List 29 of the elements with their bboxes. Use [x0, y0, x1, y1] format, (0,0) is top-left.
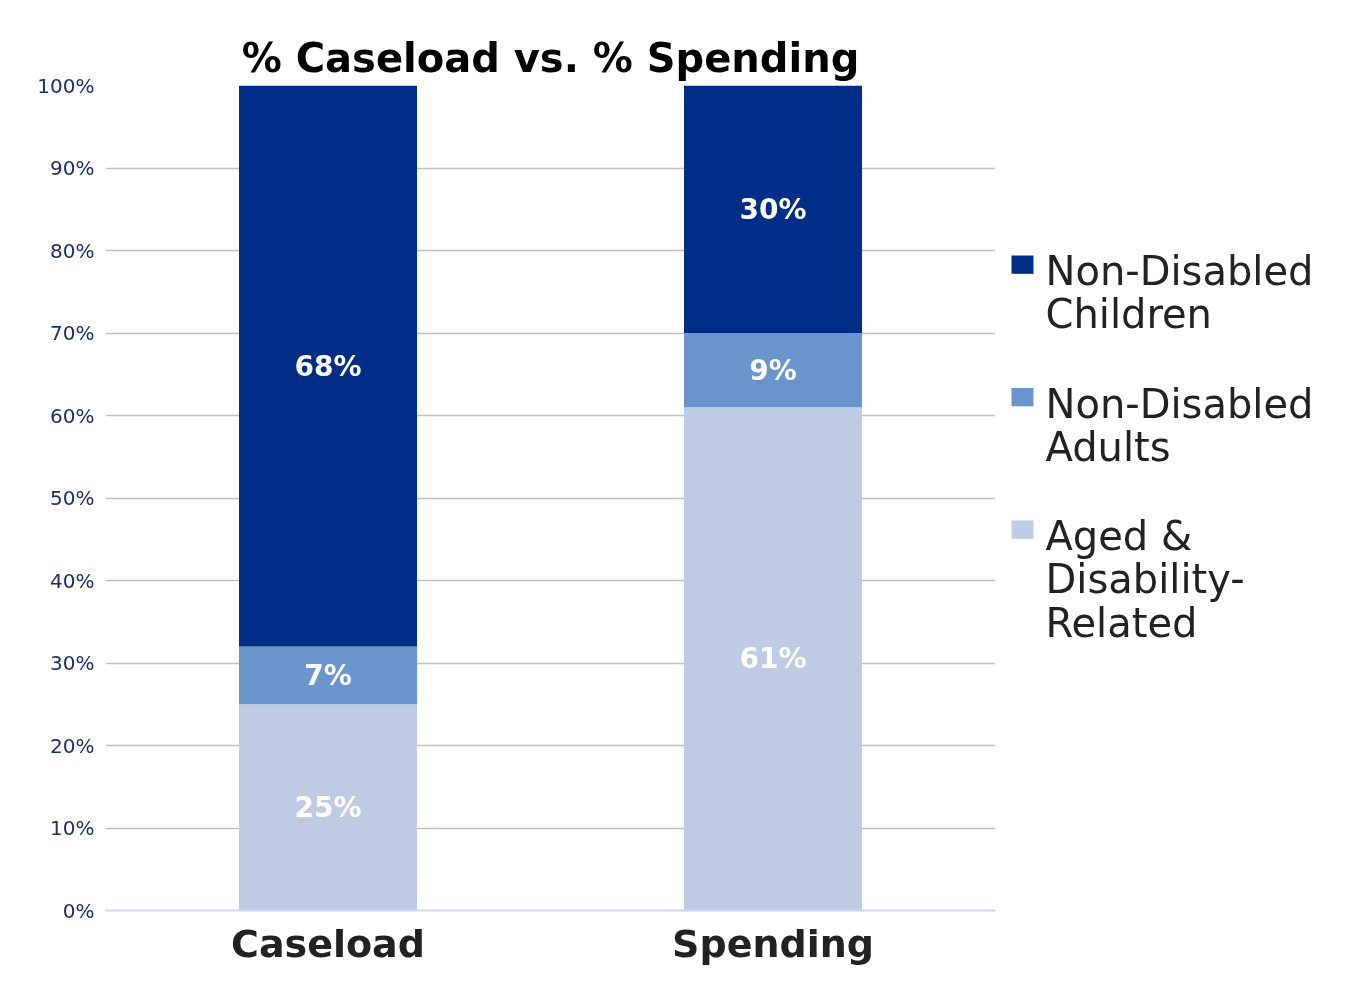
- data-label: 68%: [294, 349, 362, 383]
- bar: [239, 85, 417, 647]
- y-tick-label: 10%: [50, 816, 95, 840]
- data-label: 30%: [739, 192, 807, 226]
- bar: [239, 646, 417, 705]
- legend-label: Non-Disabled Children: [1045, 248, 1314, 338]
- y-tick-label: 40%: [50, 568, 95, 593]
- y-tick-label: 0%: [62, 898, 95, 923]
- y-tick-label: 60%: [50, 403, 95, 428]
- bar: [684, 407, 862, 911]
- y-tick-label: 80%: [50, 238, 95, 263]
- data-label: 7%: [304, 658, 352, 692]
- y-tick-label: 70%: [50, 321, 95, 345]
- y-tick-label: 50%: [50, 486, 95, 510]
- chart-title: % Caseload vs. % Spending: [241, 34, 860, 81]
- y-tick-label: 100%: [37, 73, 95, 98]
- x-tick-label: Caseload: [231, 921, 425, 966]
- bar: [684, 85, 862, 333]
- data-label: 61%: [739, 642, 807, 676]
- y-tick-label: 30%: [50, 651, 95, 675]
- y-tick-label: 20%: [50, 733, 95, 758]
- x-tick-label: Spending: [672, 921, 874, 966]
- y-tick-label: 90%: [50, 156, 95, 180]
- bar: [239, 704, 417, 911]
- legend-label: Aged & Disability-Related: [1045, 513, 1245, 646]
- data-label: 9%: [749, 353, 797, 387]
- bar: [684, 333, 862, 408]
- data-label: 25%: [294, 790, 362, 824]
- legend-label: Non-Disabled Adults: [1045, 380, 1314, 470]
